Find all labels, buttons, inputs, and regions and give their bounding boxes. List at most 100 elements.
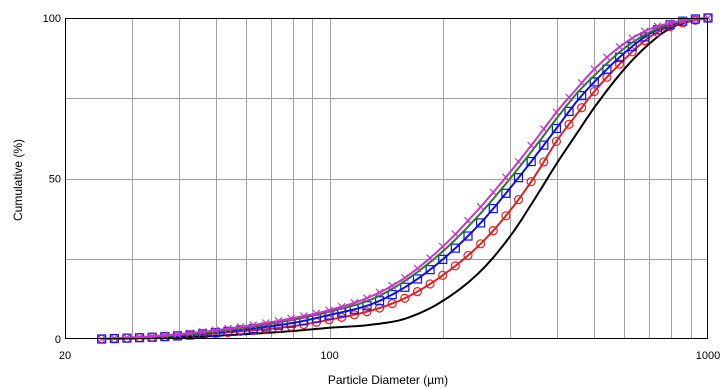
data-point	[488, 225, 498, 236]
data-point	[577, 91, 587, 101]
y-tick-label: 50	[49, 174, 61, 186]
data-point	[565, 93, 573, 102]
data-point	[526, 177, 536, 187]
x-tick-label: 1000	[696, 350, 720, 362]
data-point	[249, 321, 258, 329]
data-point	[387, 298, 397, 309]
data-point	[476, 218, 486, 228]
data-point	[501, 173, 510, 182]
data-point	[363, 294, 371, 303]
tick-labels: 20 100 1000 0 50 100	[43, 13, 721, 362]
data-point	[388, 281, 397, 290]
x-tick-label: 100	[320, 350, 338, 362]
data-point	[551, 136, 562, 147]
data-point	[337, 312, 347, 322]
data-point	[640, 27, 649, 36]
data-point	[564, 119, 574, 129]
data-point	[513, 194, 524, 205]
data-point	[577, 103, 587, 113]
data-point	[186, 329, 195, 338]
data-point	[653, 22, 662, 31]
data-point	[589, 86, 599, 97]
data-point	[590, 65, 599, 74]
data-point	[400, 282, 410, 292]
data-point	[463, 231, 473, 241]
data-point	[236, 322, 245, 331]
data-point	[539, 157, 549, 167]
data-point	[287, 314, 296, 323]
data-point	[160, 331, 169, 340]
data-point	[450, 243, 460, 253]
data-point	[514, 157, 523, 166]
data-point	[374, 303, 385, 313]
data-point	[539, 140, 549, 150]
data-point	[224, 324, 232, 333]
data-point	[476, 202, 485, 211]
data-point	[501, 188, 511, 198]
data-point	[627, 47, 637, 57]
data-point	[527, 141, 536, 150]
data-point	[412, 274, 423, 284]
plot-background	[65, 18, 708, 339]
data-point	[261, 319, 270, 327]
data-point	[463, 250, 473, 261]
data-point	[602, 64, 612, 74]
data-point	[400, 273, 409, 282]
data-point	[464, 216, 472, 225]
data-point	[628, 34, 637, 43]
data-point	[400, 293, 410, 303]
data-point	[526, 156, 536, 167]
series-line	[101, 17, 709, 340]
data-point	[615, 43, 624, 51]
data-point	[488, 203, 498, 214]
data-point	[413, 264, 422, 273]
data-point	[425, 279, 435, 289]
data-point	[173, 330, 182, 339]
series-1	[101, 17, 709, 340]
grid-lines	[65, 18, 708, 339]
y-tick-label: 0	[55, 334, 61, 346]
data-point	[412, 287, 423, 297]
data-point	[362, 307, 372, 317]
series-4	[101, 17, 709, 340]
data-point	[589, 77, 599, 87]
data-point	[425, 265, 435, 275]
data-point	[349, 310, 359, 320]
data-point	[551, 123, 562, 134]
data-point	[489, 188, 498, 197]
data-point	[501, 211, 511, 221]
plot-frame	[65, 18, 708, 339]
data-point	[123, 333, 131, 342]
data-point	[577, 79, 586, 87]
data-point	[438, 242, 447, 251]
data-point	[614, 59, 625, 69]
data-point	[274, 316, 283, 325]
data-point	[451, 230, 460, 239]
data-point	[666, 19, 675, 28]
data-point	[312, 309, 321, 318]
data-point	[337, 302, 346, 311]
data-point	[603, 53, 611, 62]
data-point	[539, 125, 548, 133]
data-point	[135, 332, 144, 341]
data-point	[387, 289, 397, 300]
data-point	[426, 254, 435, 262]
x-axis-title: Particle Diameter (µm)	[328, 373, 448, 387]
data-point	[325, 306, 333, 315]
x-tick-label: 20	[59, 350, 71, 362]
data-point	[552, 108, 561, 117]
data-point	[450, 261, 460, 271]
data-point	[299, 312, 308, 320]
y-axis-title: Cumulative (%)	[11, 139, 25, 221]
data-point	[438, 270, 448, 280]
data-point	[564, 106, 574, 116]
data-point	[476, 239, 486, 249]
y-tick-label: 100	[43, 13, 61, 25]
data-point	[350, 298, 359, 307]
data-point	[438, 254, 448, 264]
data-point	[198, 327, 207, 336]
series-5	[97, 14, 712, 343]
data-point	[211, 326, 220, 335]
data-point	[513, 173, 524, 183]
